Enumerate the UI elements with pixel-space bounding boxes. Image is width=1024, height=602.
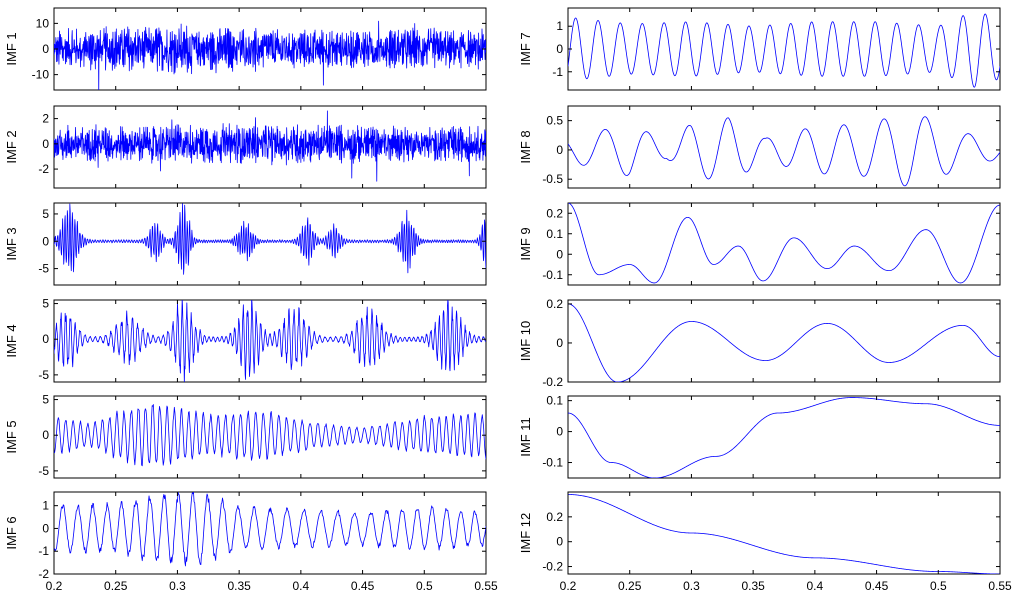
panel-ylabel: IMF 12 xyxy=(518,513,533,553)
panel-frame xyxy=(53,202,487,286)
y-tick-label: 0 xyxy=(42,428,49,442)
panel-ylabel: IMF 1 xyxy=(4,32,19,65)
panel-ylabel: IMF 7 xyxy=(518,32,533,65)
y-tick-label: -0.1 xyxy=(542,456,563,470)
y-tick-label: 0.2 xyxy=(546,297,563,311)
imf-signal-line xyxy=(568,494,1000,574)
imf-signal-line xyxy=(54,492,486,567)
y-tick-label: -0.2 xyxy=(542,375,563,389)
imf-signal-line xyxy=(54,300,486,382)
panel-ylabel: IMF 4 xyxy=(4,324,19,357)
y-tick-label: 0 xyxy=(556,247,563,261)
x-tick-label: 0.45 xyxy=(865,579,889,593)
x-tick-label: 0.25 xyxy=(618,579,642,593)
y-tick-label: 1 xyxy=(42,499,49,513)
y-tick-label: -2 xyxy=(38,162,49,176)
x-tick-label: 0.4 xyxy=(807,579,824,593)
y-tick-label: 5 xyxy=(42,207,49,221)
y-tick-label: 0.2 xyxy=(546,206,563,220)
panel-ylabel: IMF 11 xyxy=(518,417,533,457)
y-tick-label: -5 xyxy=(38,464,49,478)
y-tick-label: -0.1 xyxy=(542,268,563,282)
x-tick-label: 0.55 xyxy=(474,579,498,593)
panel-ylabel: IMF 9 xyxy=(518,227,533,260)
y-tick-label: -5 xyxy=(38,262,49,276)
imf-signal-line xyxy=(568,203,1000,284)
x-tick-label: 0.2 xyxy=(46,579,63,593)
y-tick-label: 5 xyxy=(42,297,49,311)
imf-signal-line xyxy=(568,13,1000,88)
y-tick-label: 0 xyxy=(42,42,49,56)
panel-frame xyxy=(567,395,1001,479)
y-tick-label: -1 xyxy=(38,544,49,558)
panel-ylabel: IMF 8 xyxy=(518,130,533,163)
x-tick-label: 0.2 xyxy=(560,579,577,593)
y-tick-label: -10 xyxy=(32,68,50,82)
panel-frame xyxy=(53,299,487,383)
x-tick-label: 0.3 xyxy=(683,579,700,593)
y-tick-label: 0.5 xyxy=(546,114,563,128)
y-tick-label: 1 xyxy=(556,19,563,33)
imf-signal-line xyxy=(54,404,486,467)
imf-panel: -0.1 0 0.1 IMF 11 xyxy=(518,394,1001,479)
y-tick-label: 0 xyxy=(42,137,49,151)
imf-panel: -0.2 0 0.2 0.2 0.25 0.3 0.35 0.4 0.45 0.5 0.55 IMF … xyxy=(518,491,1012,593)
y-tick-label: 0 xyxy=(556,336,563,350)
y-tick-label: 0 xyxy=(42,234,49,248)
panel-frame xyxy=(567,491,1001,575)
y-tick-label: 2 xyxy=(42,112,49,126)
panel-ylabel: IMF 3 xyxy=(4,227,19,260)
y-tick-label: -5 xyxy=(38,368,49,382)
imf-panel: -2 0 2 IMF 2 xyxy=(4,105,487,189)
panel-frame xyxy=(567,299,1001,383)
x-tick-label: 0.3 xyxy=(169,579,186,593)
y-tick-label: -0.2 xyxy=(542,560,563,574)
y-tick-label: 0 xyxy=(556,143,563,157)
imf-signal-line xyxy=(54,203,486,275)
y-tick-label: 0.1 xyxy=(546,227,563,241)
imf-signal-line xyxy=(54,110,486,182)
y-tick-label: 0 xyxy=(42,521,49,535)
x-tick-label: 0.4 xyxy=(293,579,310,593)
imf-panel: -5 0 5 IMF 5 xyxy=(4,393,487,479)
imf-signal-line xyxy=(54,20,486,90)
y-tick-label: 0 xyxy=(42,332,49,346)
y-tick-label: 10 xyxy=(36,16,50,30)
x-tick-label: 0.35 xyxy=(227,579,251,593)
imf-panel: -5 0 5 IMF 3 xyxy=(4,202,487,286)
x-tick-label: 0.5 xyxy=(930,579,947,593)
y-tick-label: 0 xyxy=(556,535,563,549)
imf-panel: -0.5 0 0.5 IMF 8 xyxy=(518,105,1001,189)
imf-panel: -1 0 1 IMF 7 xyxy=(518,7,1001,91)
y-tick-label: -2 xyxy=(38,567,49,581)
imf-signal-line xyxy=(568,303,1000,382)
panel-frame xyxy=(567,202,1001,286)
imf-panel: -5 0 5 IMF 4 xyxy=(4,297,487,383)
panel-ylabel: IMF 2 xyxy=(4,130,19,163)
y-tick-label: -0.5 xyxy=(542,172,563,186)
y-tick-label: 5 xyxy=(42,393,49,407)
x-tick-label: 0.25 xyxy=(104,579,128,593)
y-tick-label: 0.2 xyxy=(546,510,563,524)
panel-frame xyxy=(567,7,1001,91)
x-tick-label: 0.55 xyxy=(988,579,1012,593)
panel-ylabel: IMF 5 xyxy=(4,420,19,453)
imf-panel: -2 -1 0 1 0.2 0.25 0.3 0.35 0.4 0.45 0.5 0.55 IMF 6 xyxy=(4,491,498,593)
panel-ylabel: IMF 6 xyxy=(4,516,19,549)
y-tick-label: 0 xyxy=(556,425,563,439)
panel-frame xyxy=(53,491,487,575)
imf-panel: -0.2 0 0.2 IMF 10 xyxy=(518,297,1001,389)
imf-signal-line xyxy=(568,397,1000,478)
imf-signal-line xyxy=(568,116,1000,187)
x-tick-label: 0.35 xyxy=(741,579,765,593)
x-tick-label: 0.45 xyxy=(351,579,375,593)
y-tick-label: 0 xyxy=(556,42,563,56)
y-tick-label: -1 xyxy=(552,65,563,79)
y-tick-label: 0.1 xyxy=(546,394,563,408)
imf-panel: -0.1 0 0.1 0.2 IMF 9 xyxy=(518,202,1001,286)
imf-panel: -10 0 10 IMF 1 xyxy=(4,7,487,91)
x-tick-label: 0.5 xyxy=(416,579,433,593)
panel-ylabel: IMF 10 xyxy=(518,321,533,361)
